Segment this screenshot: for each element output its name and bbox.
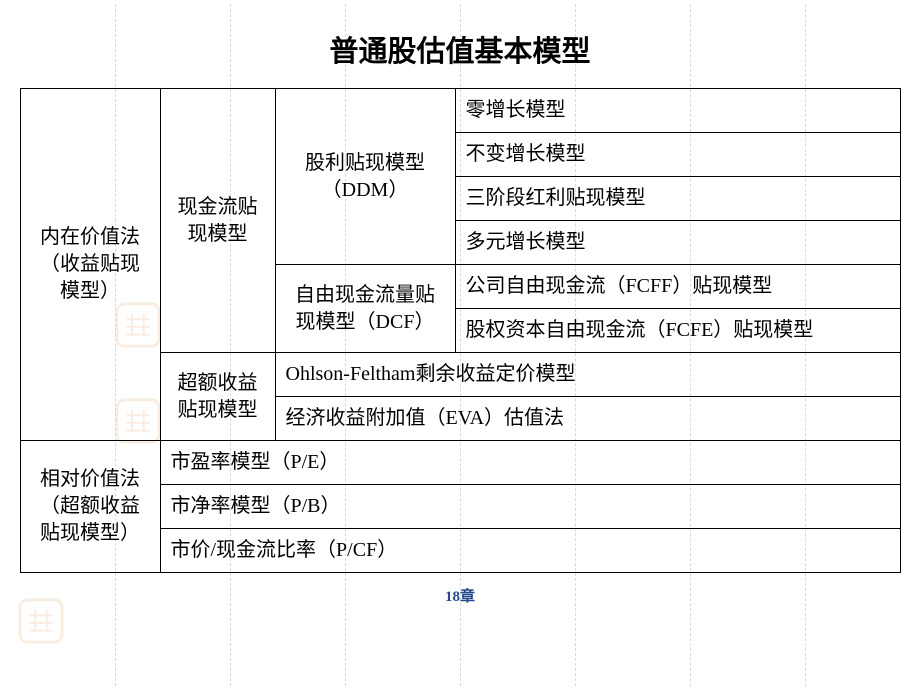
cell-dcf-group: 现金流贴现模型 <box>160 89 275 353</box>
cell-constant-growth: 不变增长模型 <box>455 133 900 177</box>
cell-residual-income-group: 超额收益贴现模型 <box>160 353 275 441</box>
valuation-models-table: 内在价值法（收益贴现模型） 现金流贴现模型 股利贴现模型（DDM） 零增长模型 … <box>20 88 901 573</box>
table-row: 内在价值法（收益贴现模型） 现金流贴现模型 股利贴现模型（DDM） 零增长模型 <box>20 89 900 133</box>
cell-eva: 经济收益附加值（EVA）估值法 <box>275 397 900 441</box>
page-title: 普通股估值基本模型 <box>329 36 590 68</box>
cell-intrinsic-value: 内在价值法（收益贴现模型） <box>20 89 160 441</box>
cell-relative-value: 相对价值法（超额收益贴现模型） <box>20 441 160 573</box>
cell-multi-growth: 多元增长模型 <box>455 221 900 265</box>
cell-three-stage: 三阶段红利贴现模型 <box>455 177 900 221</box>
cell-ohlson-feltham: Ohlson-Feltham剩余收益定价模型 <box>275 353 900 397</box>
cell-fcff: 公司自由现金流（FCFF）贴现模型 <box>455 265 900 309</box>
cell-ddm: 股利贴现模型（DDM） <box>275 89 455 265</box>
cell-pe: 市盈率模型（P/E） <box>160 441 900 485</box>
chapter-label: 18章 <box>445 589 475 605</box>
table-row: 相对价值法（超额收益贴现模型） 市盈率模型（P/E） <box>20 441 900 485</box>
cell-fcfe: 股权资本自由现金流（FCFE）贴现模型 <box>455 309 900 353</box>
cell-zero-growth: 零增长模型 <box>455 89 900 133</box>
page-footer: 18章 <box>0 585 920 606</box>
cell-pb: 市净率模型（P/B） <box>160 485 900 529</box>
cell-fcf-dcf: 自由现金流量贴现模型（DCF） <box>275 265 455 353</box>
page-title-container: 普通股估值基本模型 <box>0 0 920 88</box>
cell-pcf: 市价/现金流比率（P/CF） <box>160 529 900 573</box>
